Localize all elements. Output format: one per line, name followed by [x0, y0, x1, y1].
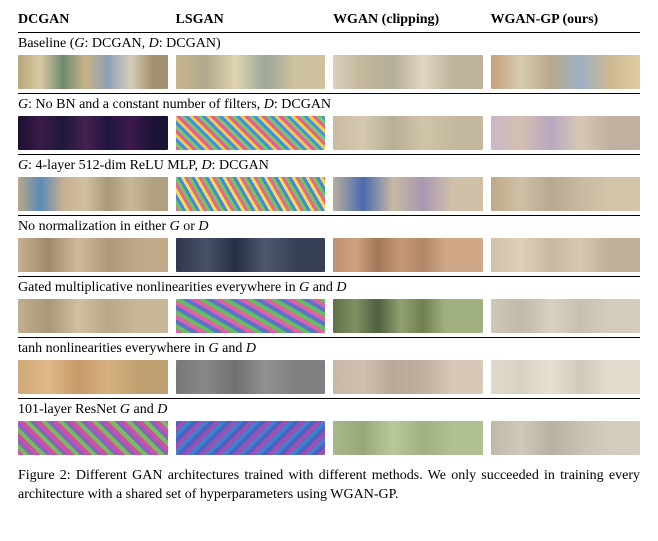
- header-dcgan: DCGAN: [18, 12, 168, 28]
- experiment-row: Baseline (G: DCGAN, D: DCGAN): [18, 32, 640, 93]
- column-headers: DCGAN LSGAN WGAN (clipping) WGAN-GP (our…: [18, 12, 640, 28]
- sample-strip: [333, 238, 483, 272]
- sample-strip: [176, 55, 326, 89]
- sample-strip: [491, 116, 641, 150]
- experiment-row: tanh nonlinearities everywhere in G and …: [18, 337, 640, 398]
- sample-strip: [18, 116, 168, 150]
- sample-strip: [18, 360, 168, 394]
- row-label: No normalization in either G or D: [18, 219, 640, 235]
- sample-strip: [333, 55, 483, 89]
- sample-strip: [176, 177, 326, 211]
- row-label: Gated multiplicative nonlinearities ever…: [18, 280, 640, 296]
- image-strip-row: [18, 116, 640, 150]
- image-strip-row: [18, 421, 640, 455]
- header-lsgan: LSGAN: [176, 12, 326, 28]
- image-strip-row: [18, 299, 640, 333]
- sample-strip: [176, 116, 326, 150]
- rows-container: Baseline (G: DCGAN, D: DCGAN) G: No BN an…: [18, 32, 640, 459]
- row-label: 101-layer ResNet G and D: [18, 402, 640, 418]
- sample-strip: [491, 177, 641, 211]
- figure-caption: Figure 2: Different GAN architectures tr…: [18, 467, 640, 505]
- header-wgan: WGAN (clipping): [333, 12, 483, 28]
- row-label: tanh nonlinearities everywhere in G and …: [18, 341, 640, 357]
- image-strip-row: [18, 238, 640, 272]
- image-strip-row: [18, 360, 640, 394]
- sample-strip: [491, 421, 641, 455]
- sample-strip: [18, 238, 168, 272]
- experiment-row: Gated multiplicative nonlinearities ever…: [18, 276, 640, 337]
- sample-strip: [18, 177, 168, 211]
- experiment-row: G: No BN and a constant number of filter…: [18, 93, 640, 154]
- row-label: G: 4-layer 512-dim ReLU MLP, D: DCGAN: [18, 158, 640, 174]
- row-label: G: No BN and a constant number of filter…: [18, 97, 640, 113]
- sample-strip: [333, 421, 483, 455]
- sample-strip: [176, 360, 326, 394]
- header-wgangp: WGAN-GP (ours): [491, 12, 641, 28]
- sample-strip: [333, 360, 483, 394]
- experiment-row: No normalization in either G or D: [18, 215, 640, 276]
- sample-strip: [491, 55, 641, 89]
- sample-strip: [491, 238, 641, 272]
- sample-strip: [176, 299, 326, 333]
- row-label: Baseline (G: DCGAN, D: DCGAN): [18, 36, 640, 52]
- sample-strip: [176, 238, 326, 272]
- image-strip-row: [18, 55, 640, 89]
- sample-strip: [333, 177, 483, 211]
- sample-strip: [333, 299, 483, 333]
- sample-strip: [18, 299, 168, 333]
- sample-strip: [333, 116, 483, 150]
- image-strip-row: [18, 177, 640, 211]
- sample-strip: [491, 360, 641, 394]
- sample-strip: [491, 299, 641, 333]
- experiment-row: 101-layer ResNet G and D: [18, 398, 640, 459]
- sample-strip: [176, 421, 326, 455]
- sample-strip: [18, 421, 168, 455]
- experiment-row: G: 4-layer 512-dim ReLU MLP, D: DCGAN: [18, 154, 640, 215]
- sample-strip: [18, 55, 168, 89]
